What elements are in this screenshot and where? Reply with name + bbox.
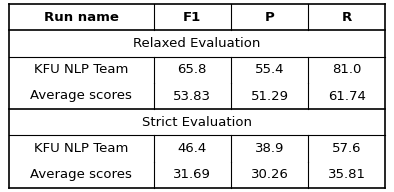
- Text: 51.29: 51.29: [251, 89, 288, 103]
- Text: Relaxed Evaluation: Relaxed Evaluation: [133, 37, 261, 50]
- Text: 46.4: 46.4: [178, 142, 207, 155]
- Text: 38.9: 38.9: [255, 142, 284, 155]
- Text: 57.6: 57.6: [332, 142, 361, 155]
- Text: 53.83: 53.83: [173, 89, 211, 103]
- Text: 31.69: 31.69: [173, 168, 211, 181]
- Text: KFU NLP Team: KFU NLP Team: [34, 142, 128, 155]
- Text: Strict Evaluation: Strict Evaluation: [142, 116, 252, 129]
- Text: 30.26: 30.26: [251, 168, 288, 181]
- Text: R: R: [342, 11, 352, 24]
- Text: Run name: Run name: [44, 11, 119, 24]
- Text: Average scores: Average scores: [30, 168, 132, 181]
- Text: 55.4: 55.4: [255, 63, 284, 76]
- Text: 65.8: 65.8: [178, 63, 207, 76]
- Text: Average scores: Average scores: [30, 89, 132, 103]
- Text: P: P: [265, 11, 274, 24]
- Text: 81.0: 81.0: [332, 63, 361, 76]
- Text: KFU NLP Team: KFU NLP Team: [34, 63, 128, 76]
- Text: 61.74: 61.74: [328, 89, 366, 103]
- Text: 35.81: 35.81: [328, 168, 366, 181]
- Text: F1: F1: [183, 11, 201, 24]
